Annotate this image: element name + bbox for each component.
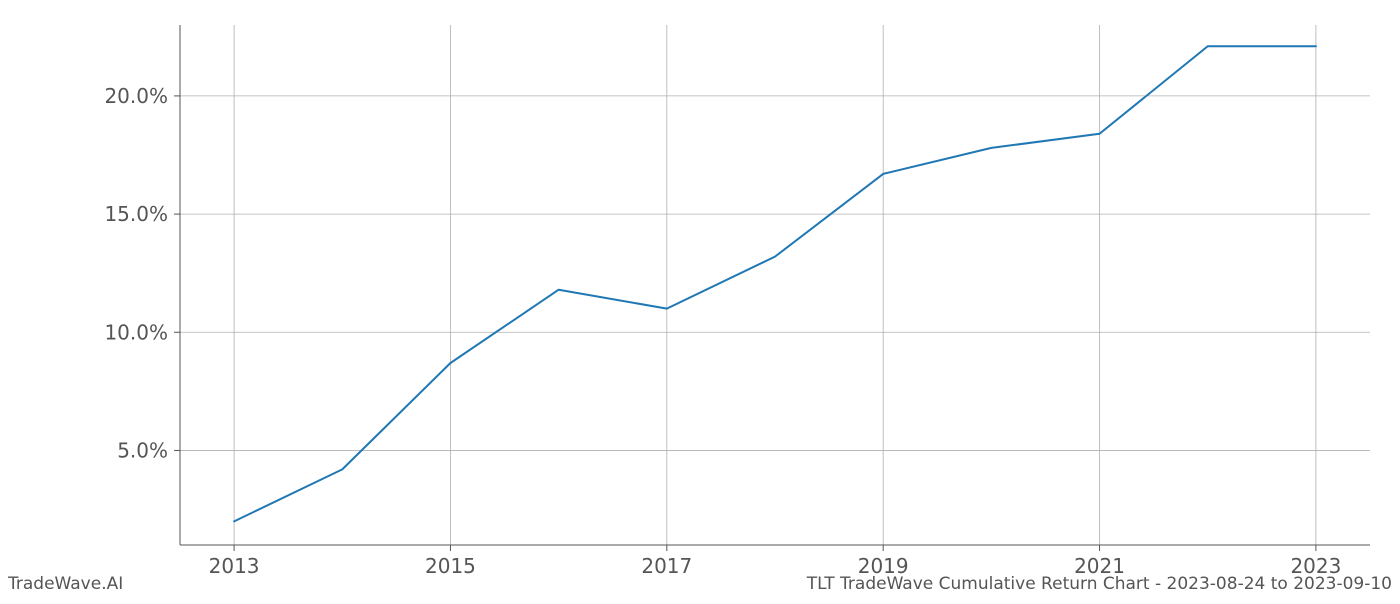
x-tick-label: 2017 — [641, 554, 692, 578]
chart-container: 2013201520172019202120235.0%10.0%15.0%20… — [0, 0, 1400, 600]
footer-right-text: TLT TradeWave Cumulative Return Chart - … — [807, 574, 1392, 594]
x-tick-label: 2015 — [425, 554, 476, 578]
x-tick-label: 2013 — [209, 554, 260, 578]
y-tick-label: 10.0% — [104, 320, 168, 344]
y-tick-label: 20.0% — [104, 84, 168, 108]
y-tick-label: 5.0% — [117, 438, 168, 462]
line-chart: 2013201520172019202120235.0%10.0%15.0%20… — [0, 0, 1400, 600]
y-tick-label: 15.0% — [104, 202, 168, 226]
footer-left-text: TradeWave.AI — [8, 574, 123, 594]
